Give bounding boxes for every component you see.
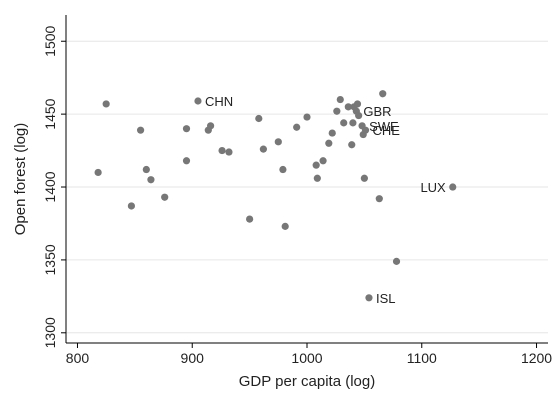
x-tick-label: 1200 — [521, 350, 552, 366]
data-point — [303, 113, 311, 121]
data-point — [325, 139, 333, 147]
data-point — [218, 146, 226, 155]
data-point — [281, 222, 289, 230]
point-label: LUX — [420, 180, 446, 195]
data-point — [340, 119, 348, 127]
point-label: SWE — [369, 119, 399, 134]
data-point — [279, 165, 287, 174]
data-point — [360, 174, 368, 182]
data-point — [336, 95, 344, 104]
data-point — [344, 103, 352, 111]
data-point — [361, 126, 370, 134]
data-point — [161, 193, 169, 201]
x-tick-label: 1000 — [291, 350, 322, 366]
data-point — [274, 138, 282, 146]
data-point — [194, 97, 202, 105]
data-point — [365, 294, 373, 302]
data-point — [127, 202, 136, 210]
point-label: CHE — [373, 123, 401, 138]
data-point — [375, 195, 383, 203]
data-point — [313, 174, 321, 182]
y-tick-label: 1450 — [42, 98, 58, 129]
point-label: ISL — [376, 291, 396, 306]
data-point — [182, 125, 191, 133]
data-point — [392, 257, 401, 265]
data-point — [182, 157, 191, 165]
data-point — [293, 123, 301, 131]
data-point — [328, 129, 336, 137]
data-point — [142, 165, 150, 174]
data-point — [207, 122, 215, 130]
data-point — [147, 176, 155, 184]
data-point — [102, 100, 110, 108]
x-axis-title: GDP per capita (log) — [239, 373, 375, 390]
y-tick-label: 1400 — [42, 171, 58, 202]
y-axis-title: Open forest (log) — [12, 123, 29, 236]
data-point — [379, 90, 387, 98]
ticks: 1300 1350 1400 1450 1500 800 900 1000 1100 1200 — [42, 25, 552, 366]
y-tick-label: 1350 — [42, 244, 58, 275]
data-point — [246, 215, 254, 223]
x-tick-label: 800 — [66, 350, 90, 366]
data-point — [225, 148, 233, 156]
data-point — [255, 114, 263, 123]
point-label: GBR — [363, 104, 391, 119]
x-tick-label: 900 — [181, 350, 205, 366]
point-label: CHN — [205, 94, 233, 109]
gridlines — [66, 40, 548, 334]
data-point — [355, 111, 363, 120]
data-point — [449, 183, 457, 191]
y-tick-label: 1300 — [42, 317, 58, 348]
y-tick-label: 1500 — [42, 25, 58, 56]
data-point — [259, 145, 267, 153]
data-point — [94, 168, 102, 177]
data-point — [319, 157, 327, 165]
x-tick-label: 1100 — [407, 350, 437, 366]
data-point — [353, 100, 362, 108]
data-points — [94, 90, 457, 302]
data-point — [312, 161, 320, 169]
data-point — [333, 107, 341, 115]
data-point — [348, 141, 356, 149]
data-point — [349, 119, 357, 127]
data-point — [136, 126, 145, 134]
